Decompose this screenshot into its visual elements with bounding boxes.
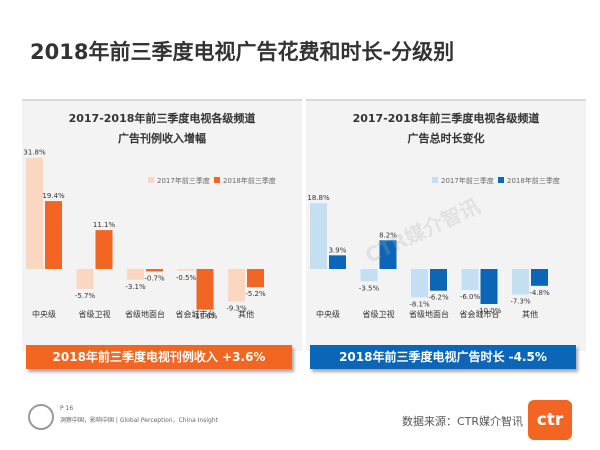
left-chart-title-line1: 2017-2018年前三季度电视各级频道 [68, 112, 256, 125]
legend-swatch [432, 177, 438, 183]
category-label: 其他 [238, 309, 254, 319]
category-label: 中央级 [316, 309, 340, 319]
right-chart-title-line2: 广告总时长变化 [407, 132, 485, 145]
bar [247, 269, 264, 288]
bar [26, 157, 43, 269]
category-label: 省级地面台 [409, 309, 449, 319]
right-summary-banner: 2018年前三季度电视广告时长 -4.5% [310, 345, 576, 369]
ctr-logo: ctr [528, 400, 572, 440]
right-chart-panel: 2017-2018年前三季度电视各级频道 广告总时长变化 2017年前三季度 20… [306, 99, 586, 351]
data-label: -8.1% [409, 300, 430, 308]
bar [360, 269, 378, 282]
category-label: 省级卫视 [79, 309, 111, 319]
right-chart-title-line1: 2017-2018年前三季度电视各级频道 [352, 112, 540, 125]
data-label: -5.7% [75, 292, 96, 300]
left-chart-title-line2: 广告刊例收入增幅 [118, 132, 206, 145]
data-label: -4.8% [529, 289, 550, 297]
data-label: -3.1% [125, 283, 146, 291]
bar [461, 269, 479, 290]
bar [430, 269, 447, 291]
bar [411, 269, 428, 298]
bar [512, 269, 529, 295]
data-label: 8.2% [379, 231, 397, 239]
data-label: -10.0% [477, 307, 502, 315]
data-label: -7.3% [510, 298, 531, 306]
data-label: 3.9% [329, 246, 347, 254]
legend-swatch [148, 177, 154, 183]
data-label: -6.2% [428, 294, 449, 302]
page-title: 2018年前三季度电视广告花费和时长-分级别 [30, 40, 455, 64]
legend-swatch [214, 177, 220, 183]
data-label: -6.0% [460, 293, 481, 301]
left-summary-banner: 2018年前三季度电视刊例收入 +3.6% [26, 345, 292, 369]
bar [45, 201, 62, 269]
page-number: P 16 [60, 405, 74, 412]
category-label: 省级卫视 [363, 309, 395, 319]
footer-logo-icon [28, 404, 54, 430]
legend-label: 2018年前三季度 [507, 176, 560, 185]
legend-label: 2017年前三季度 [157, 176, 210, 185]
data-label: 11.1% [93, 221, 116, 229]
legend-label: 2018年前三季度 [223, 176, 276, 185]
data-label: 18.8% [307, 194, 330, 202]
left-chart-title: 2017-2018年前三季度电视各级频道 广告刊例收入增幅 [22, 109, 302, 149]
bar [329, 255, 346, 269]
legend-label: 2017年前三季度 [441, 176, 494, 185]
bar [228, 269, 245, 302]
bar [310, 203, 327, 269]
data-source: 数据来源：CTR媒介智讯 [402, 415, 524, 428]
data-label: -0.7% [144, 274, 165, 282]
data-label: -3.5% [359, 284, 380, 292]
data-label: 19.4% [42, 192, 65, 200]
bar [76, 269, 94, 289]
bar [480, 269, 498, 304]
data-label: -11.6% [193, 313, 218, 321]
category-label: 省会城市台 [176, 309, 216, 319]
right-chart-title: 2017-2018年前三季度电视各级频道 广告总时长变化 [306, 109, 586, 149]
footer-tagline: 洞察中国，影响中国 | Global Perception，China Insi… [60, 417, 218, 424]
bar [177, 269, 195, 271]
ctr-logo-dot-icon [568, 403, 572, 407]
bar [531, 269, 548, 286]
bar [95, 230, 113, 269]
category-label: 中央级 [32, 309, 56, 319]
left-bar-chart: 2017年前三季度 2018年前三季度 31.8% 19.4% 中央级 -5.7% 11.1… [23, 149, 276, 321]
bar [146, 269, 163, 272]
data-label: 31.8% [23, 149, 46, 157]
bar [196, 269, 214, 310]
bar [379, 240, 397, 269]
right-bar-chart: 2017年前三季度 2018年前三季度 18.8% 3.9% 中央级 -3.5% 8.2% 省… [307, 176, 560, 319]
data-label: -5.2% [245, 290, 266, 298]
data-label: -0.5% [176, 274, 197, 282]
category-label: 省级地面台 [125, 309, 165, 319]
category-label: 其他 [522, 309, 538, 319]
bar [127, 269, 144, 280]
category-label: 省会城市台 [460, 309, 500, 319]
left-chart-panel: 2017-2018年前三季度电视各级频道 广告刊例收入增幅 2017年前三季度 2… [22, 99, 302, 351]
legend-swatch [498, 177, 504, 183]
data-label: -9.3% [226, 305, 247, 313]
